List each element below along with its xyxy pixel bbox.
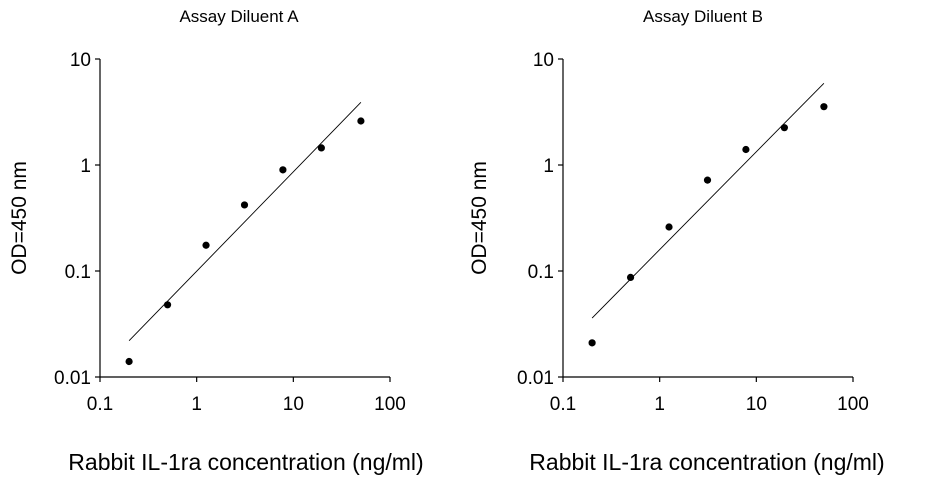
data-point [125, 357, 133, 366]
x-tick-label: 100 [837, 394, 869, 415]
x-tick-label: 100 [374, 394, 406, 415]
plot-area: 0.01 0.1 1 10 0.1 1 10 100 [54, 50, 406, 415]
data-point [742, 145, 750, 154]
data-point [626, 273, 635, 282]
trend-line [128, 102, 362, 342]
data-point [202, 241, 210, 249]
data-point [780, 124, 788, 132]
x-tick-label: 10 [746, 394, 767, 415]
trend-line [591, 82, 825, 319]
x-axis-label: Rabbit IL-1ra concentration (ng/ml) [68, 449, 423, 475]
y-tick-label: 10 [70, 50, 91, 71]
y-tick-label: 10 [533, 50, 554, 71]
x-tick-label: 1 [191, 394, 202, 415]
y-tick-label: 0.1 [65, 262, 91, 283]
data-point [317, 144, 325, 152]
data-point [665, 223, 673, 231]
y-axis-label: OD=450 nm [468, 161, 491, 275]
chart-title: Assay Diluent B [643, 7, 763, 26]
data-point [357, 117, 365, 125]
x-axis-label: Rabbit IL-1ra concentration (ng/ml) [529, 449, 884, 475]
y-axis-label: OD=450 nm [8, 161, 31, 275]
data-point [163, 301, 172, 309]
chart-title: Assay Diluent A [179, 7, 299, 26]
data-point [820, 103, 828, 111]
y-tick-label: 1 [80, 156, 91, 177]
x-tick-label: 0.1 [87, 394, 113, 415]
y-tick-label: 0.1 [528, 262, 554, 283]
data-point [279, 166, 287, 174]
chart-panel-b: Assay Diluent B OD=450 nm Rabbit IL-1ra … [468, 7, 885, 475]
y-tick-label: 0.01 [54, 368, 91, 389]
x-tick-label: 10 [283, 394, 304, 415]
y-tick-label: 0.01 [517, 368, 554, 389]
data-point [240, 201, 249, 209]
plot-area: 0.01 0.1 1 10 0.1 1 10 100 [517, 50, 869, 415]
x-tick-label: 1 [654, 394, 665, 415]
chart-panel-a: Assay Diluent A OD=450 nm Rabbit IL-1ra … [8, 7, 424, 475]
data-point [703, 176, 712, 184]
data-point [588, 339, 596, 347]
y-tick-label: 1 [543, 156, 554, 177]
x-tick-label: 0.1 [550, 394, 576, 415]
